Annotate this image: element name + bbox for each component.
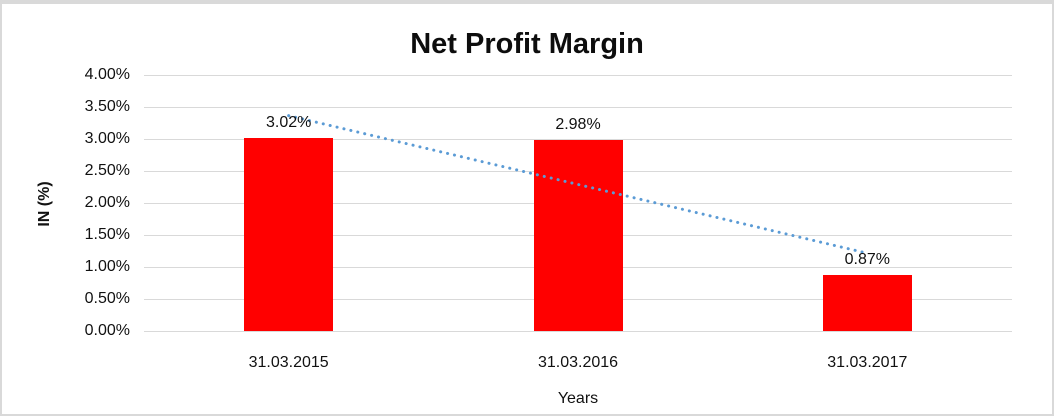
bar [822, 275, 912, 331]
y-axis-tick-label: 1.50% [84, 226, 130, 243]
y-axis-tick-label: 0.00% [84, 322, 130, 339]
chart-title: Net Profit Margin [410, 28, 644, 60]
gridline [144, 107, 1012, 108]
x-axis-tick-label: 31.03.2016 [537, 354, 619, 371]
bar-data-label: 3.02% [265, 113, 312, 131]
x-axis-title: Years [557, 390, 599, 407]
x-axis-tick-label: 31.03.2015 [248, 354, 329, 371]
gridline [144, 75, 1012, 76]
y-axis-tick-label: 1.00% [84, 258, 130, 275]
y-axis-tick-label: 2.50% [84, 162, 130, 179]
y-axis-tick-label: 0.50% [84, 290, 130, 307]
y-axis-title: IN (%) [36, 181, 53, 227]
y-axis-tick-label: 4.00% [84, 66, 130, 83]
y-axis-tick-label: 3.50% [84, 98, 130, 115]
gridline [144, 331, 1012, 332]
bar-data-label: 2.98% [555, 116, 601, 134]
x-axis-tick-label: 31.03.2017 [827, 354, 908, 371]
y-axis-tick-label: 2.00% [84, 194, 130, 211]
y-axis-tick-label: 3.00% [84, 130, 130, 147]
bar-data-label: 0.87% [844, 251, 891, 269]
labels-layer: 31.03.2015 3.02% 31.03.2016 2.98% 31.03.2017… [2, 4, 1052, 414]
